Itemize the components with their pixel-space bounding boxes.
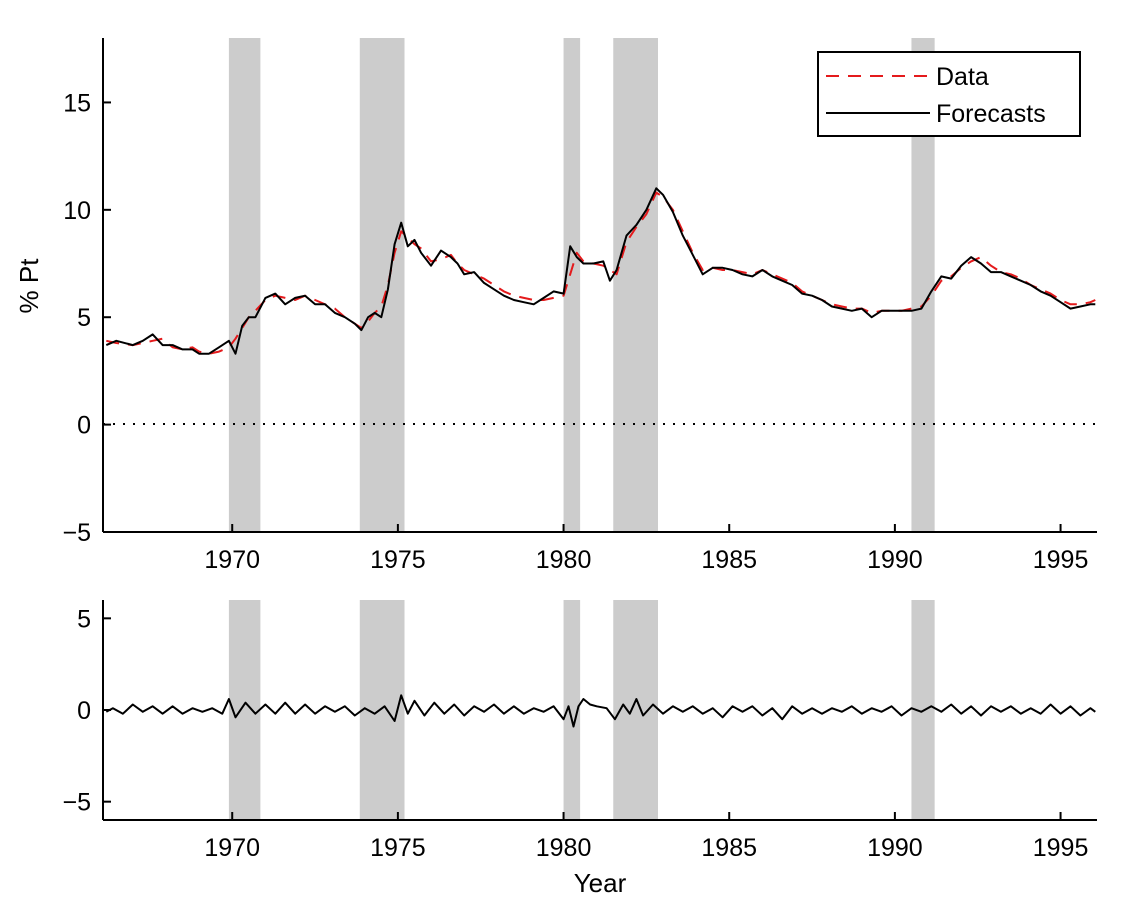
top-shaded-region-0 <box>228 38 261 532</box>
top-y-tick-label-5: 5 <box>77 304 91 332</box>
top-y-tick-label--5: −5 <box>62 519 91 547</box>
legend: Data Forecasts <box>817 51 1081 137</box>
bottom-axes: 1970 1975 1980 1985 1990 1995 −5 0 5 <box>62 600 1097 862</box>
bottom-y-tick-label-0: 0 <box>77 697 91 725</box>
bottom-x-tick-label-1995: 1995 <box>1033 834 1089 862</box>
bottom-recession-shading <box>228 600 935 820</box>
top-x-tick-label-1970: 1970 <box>204 546 260 574</box>
top-shaded-region-3 <box>613 38 658 532</box>
bottom-x-tick-label-1975: 1975 <box>370 834 426 862</box>
top-shaded-region-1 <box>359 38 405 532</box>
top-axes: 1970 1975 1980 1985 1990 1995 −5 0 5 10 15 <box>62 38 1097 574</box>
top-y-tick-label-10: 10 <box>63 197 91 225</box>
top-series-forecasts-line <box>105 187 1096 355</box>
top-y-tick-label-0: 0 <box>77 412 91 440</box>
top-y-tick-label-15: 15 <box>63 89 91 117</box>
bottom-y-tick-label--5: −5 <box>62 789 91 817</box>
bottom-shaded-region-2 <box>563 600 581 820</box>
legend-box <box>817 51 1081 137</box>
top-series-group <box>105 187 1096 355</box>
top-shaded-region-2 <box>563 38 581 532</box>
top-recession-shading <box>228 38 935 532</box>
bottom-x-tick-label-1985: 1985 <box>701 834 757 862</box>
bottom-y-tick-label-5: 5 <box>77 605 91 633</box>
y-axis-title: % Pt <box>14 258 44 314</box>
top-x-tick-label-1995: 1995 <box>1033 546 1089 574</box>
legend-label-data: Data <box>936 63 989 91</box>
bottom-chart-panel: 1970 1975 1980 1985 1990 1995 −5 0 5 Year <box>62 600 1097 898</box>
bottom-series-group <box>105 694 1096 728</box>
top-x-tick-label-1980: 1980 <box>536 546 592 574</box>
bottom-x-tick-label-1980: 1980 <box>536 834 592 862</box>
top-chart-panel: 1970 1975 1980 1985 1990 1995 −5 0 5 10 15 % Pt Da… <box>14 38 1097 574</box>
top-shaded-region-4 <box>911 38 935 532</box>
legend-label-forecasts: Forecasts <box>936 100 1046 128</box>
bottom-shaded-region-0 <box>228 600 261 820</box>
bottom-series-residual-line <box>105 694 1096 728</box>
bottom-x-tick-label-1970: 1970 <box>204 834 260 862</box>
x-axis-title: Year <box>574 868 627 898</box>
top-x-tick-label-1990: 1990 <box>867 546 923 574</box>
bottom-x-tick-label-1990: 1990 <box>867 834 923 862</box>
top-x-tick-label-1985: 1985 <box>701 546 757 574</box>
top-x-tick-label-1975: 1975 <box>370 546 426 574</box>
